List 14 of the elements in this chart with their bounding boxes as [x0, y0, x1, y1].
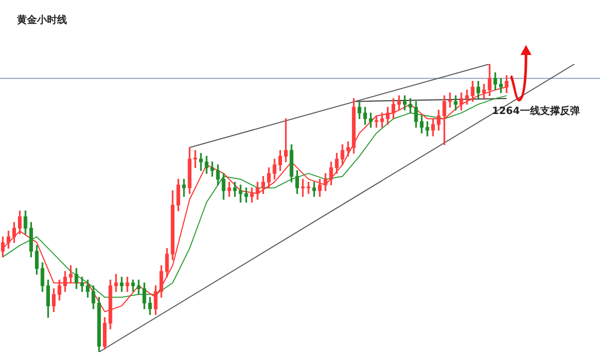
candlestick — [114, 274, 118, 292]
candlestick — [448, 92, 452, 108]
candlestick — [465, 90, 469, 105]
candlestick — [80, 276, 84, 292]
candlestick — [482, 84, 486, 99]
candlestick — [199, 152, 203, 171]
candlestick — [499, 78, 503, 94]
candlestick — [306, 182, 310, 194]
candlestick — [238, 184, 242, 203]
candlestick — [380, 112, 384, 128]
chart-title: 黄金小时线 — [17, 14, 67, 27]
candlestick — [397, 95, 401, 110]
candlestick — [182, 178, 186, 197]
annotation: 1264一线支撑反弹 — [492, 104, 580, 118]
